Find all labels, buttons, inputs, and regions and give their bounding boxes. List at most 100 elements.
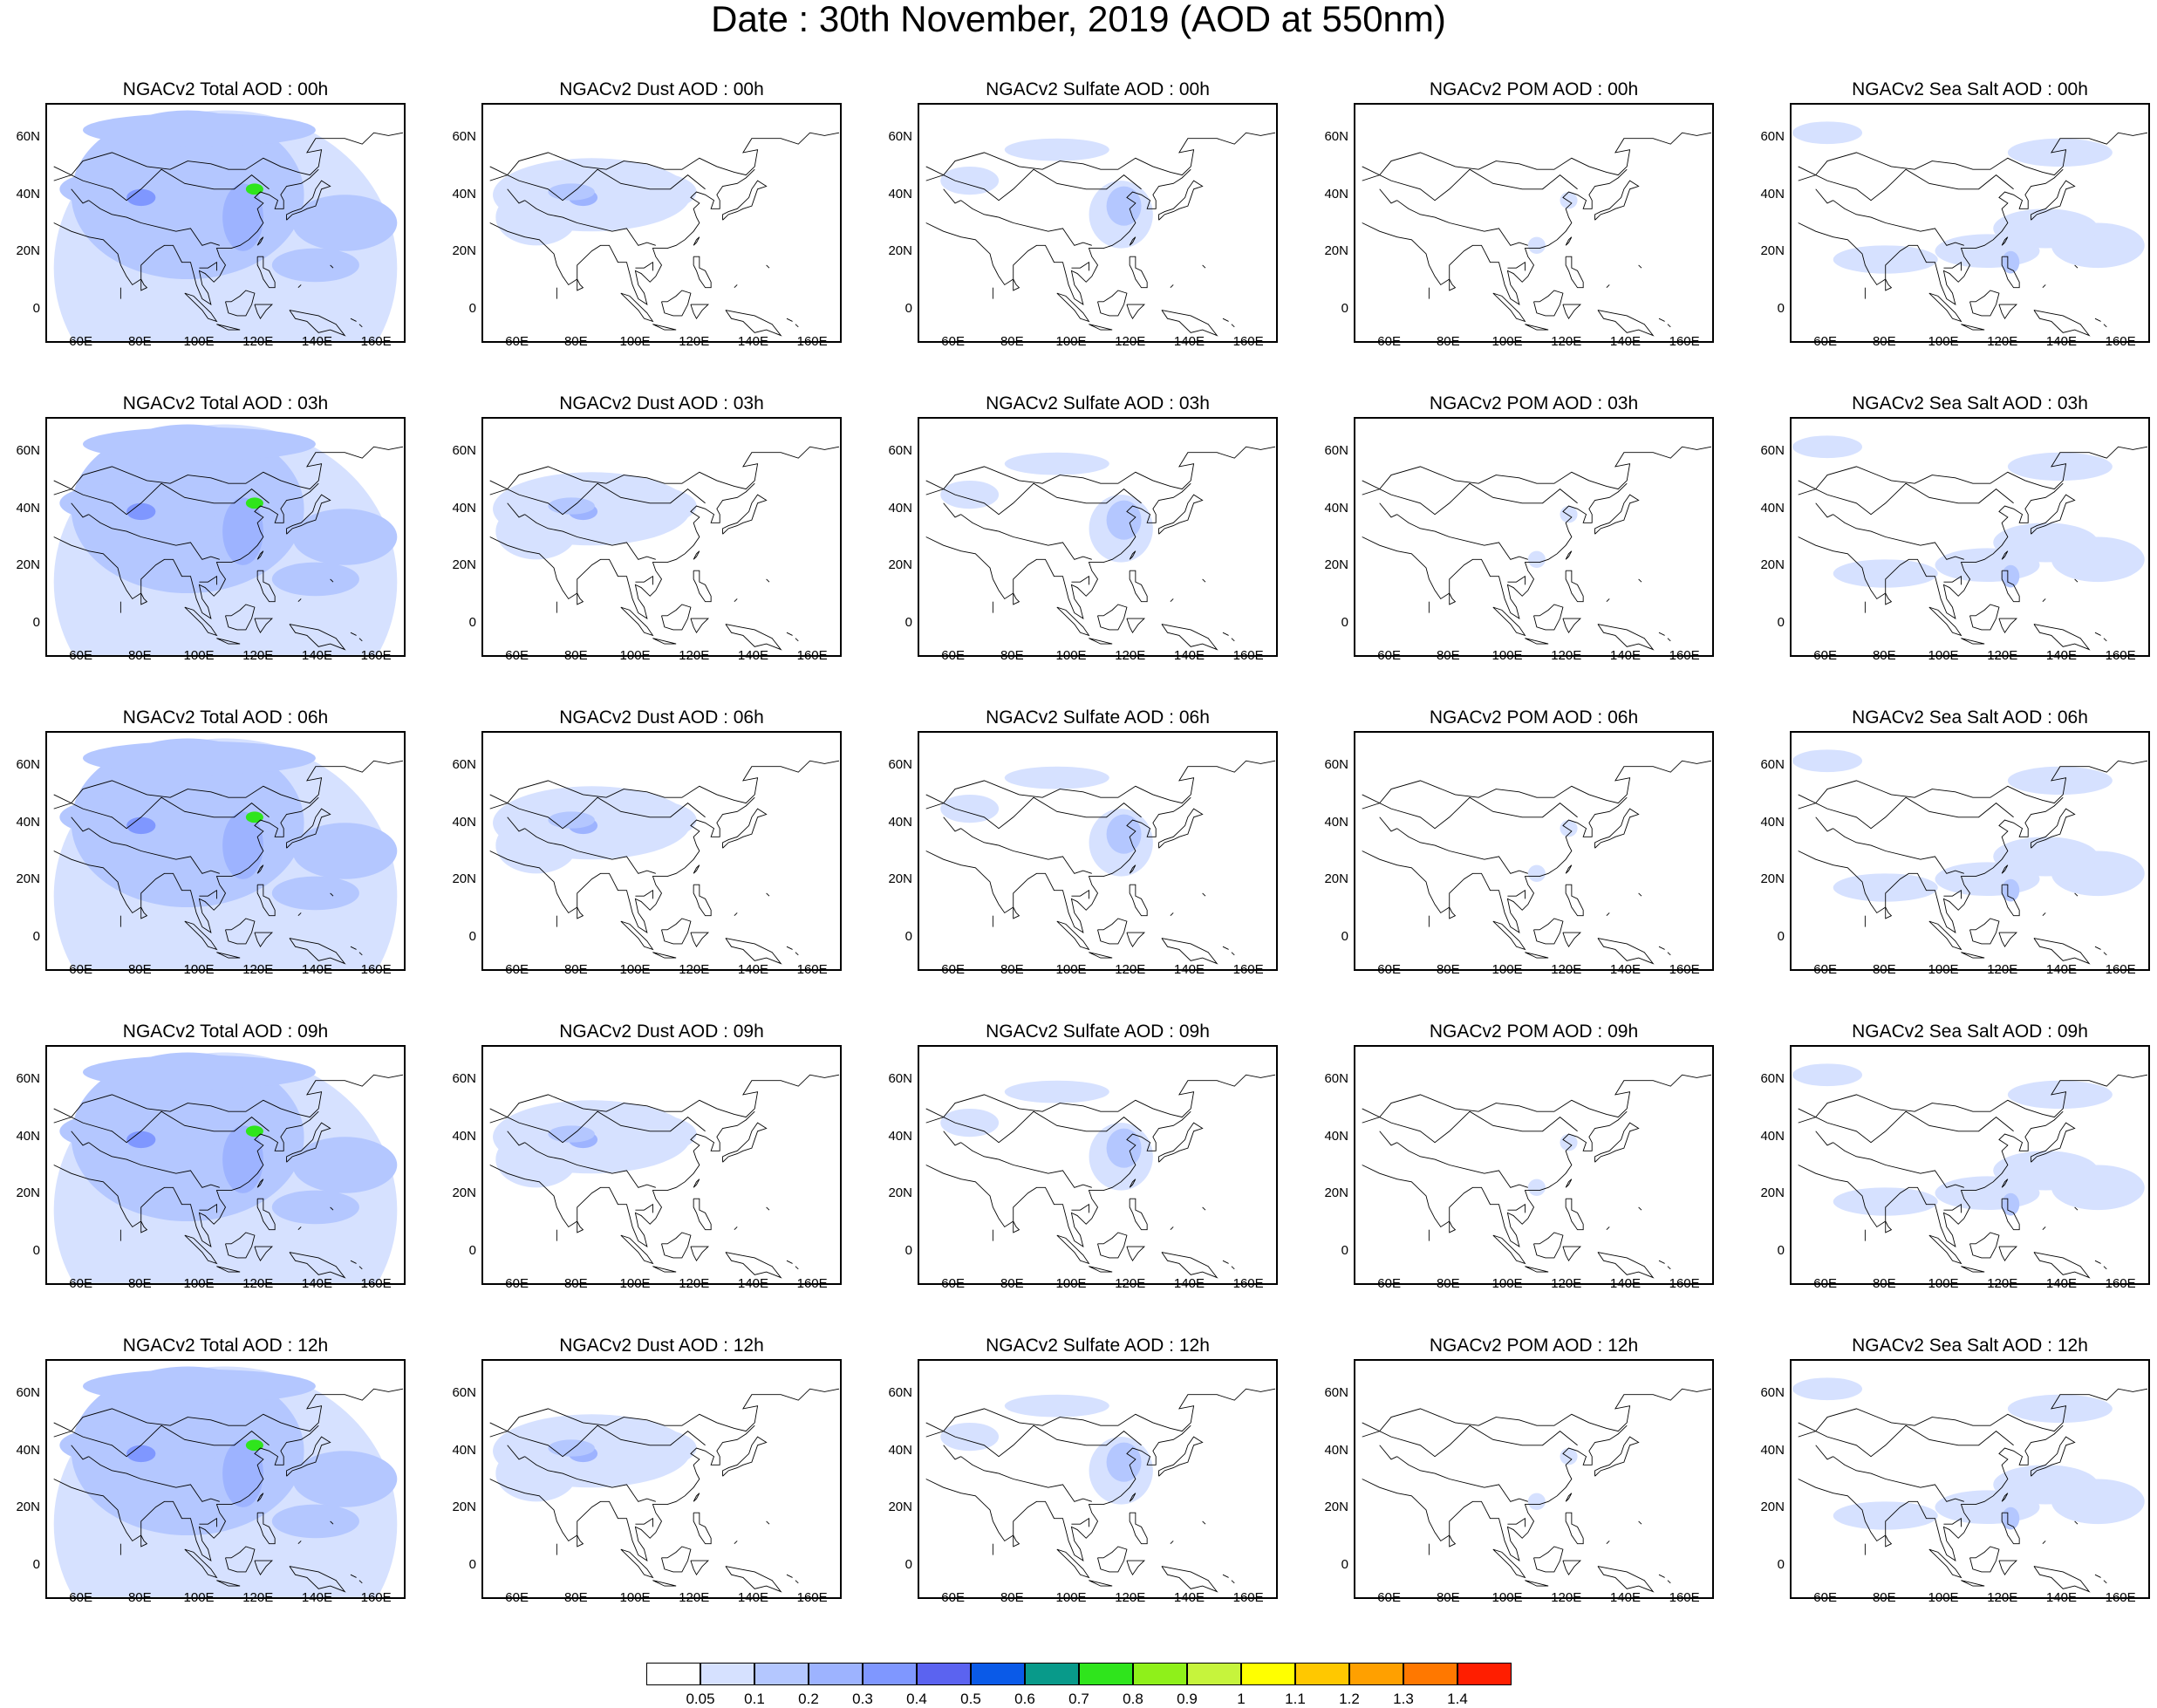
lat-tick-label: 20N	[452, 1500, 476, 1515]
lon-tick-label: 140E	[2045, 962, 2077, 977]
coastline	[53, 1108, 270, 1144]
coastline	[2001, 256, 2020, 289]
aod-contour	[83, 1369, 316, 1404]
aod-contour	[1527, 1179, 1546, 1196]
coastline	[943, 816, 961, 832]
coastline	[1097, 604, 1128, 631]
coastline	[1565, 884, 1584, 917]
coastline	[1158, 1436, 1204, 1477]
lon-tick-label: 160E	[360, 1276, 392, 1291]
coastline	[286, 808, 331, 849]
aod-contour	[1527, 236, 1546, 254]
lat-tick-label: 60N	[1760, 757, 1785, 773]
coastline	[1056, 920, 1090, 951]
coastline	[1362, 166, 1578, 202]
map-plot	[925, 446, 1276, 651]
coastline	[489, 1388, 840, 1438]
coastline	[1222, 946, 1229, 950]
coastline	[225, 918, 256, 945]
coastline	[2042, 1541, 2046, 1545]
lon-tick-label: 120E	[679, 334, 710, 349]
lon-tick-label: 160E	[360, 648, 392, 663]
coastline	[1597, 1566, 1655, 1593]
coastline	[256, 1179, 264, 1188]
lon-tick-label: 60E	[69, 1590, 92, 1605]
colorbar-swatch	[700, 1663, 754, 1685]
coastline	[795, 324, 799, 328]
coastline	[2001, 550, 2009, 560]
coastline	[693, 884, 712, 917]
coastline	[1667, 638, 1671, 642]
coastline	[289, 624, 346, 651]
lat-tick-label: 60N	[16, 757, 40, 773]
coastline	[1013, 278, 1020, 291]
colorbar-label: 0.6	[1014, 1691, 1035, 1707]
lat-tick-label: 0	[904, 1242, 912, 1258]
aod-contour	[603, 1114, 697, 1154]
coastline	[2031, 180, 2076, 221]
aod-contour	[271, 248, 359, 283]
coastline	[1129, 864, 1137, 874]
coastline	[524, 828, 656, 874]
lon-tick-label: 60E	[1813, 334, 1837, 349]
coastline	[53, 1422, 270, 1458]
coastline	[2033, 310, 2091, 337]
lon-tick-label: 60E	[505, 1276, 529, 1291]
coastline	[1379, 502, 1397, 518]
coastline	[256, 884, 276, 917]
map-panel: NGACv2 Total AOD : 06h 60N 40N 20N 0 60E 80E 10…	[0, 707, 410, 977]
lon-tick-label: 140E	[301, 962, 332, 977]
map-panel: NGACv2 Dust AOD : 12h 60N 40N 20N 0 60E 80E 100…	[436, 1335, 846, 1605]
aod-contour	[1004, 766, 1109, 789]
map-frame	[1790, 731, 2150, 971]
coastline	[925, 1422, 1142, 1458]
coastline	[2001, 864, 2009, 874]
coastline	[489, 760, 840, 810]
coastline	[507, 1445, 525, 1460]
coastline	[1815, 188, 1833, 204]
coastline	[925, 1074, 1276, 1124]
lon-tick-label: 80E	[127, 334, 152, 349]
lon-tick-label: 120E	[1987, 648, 2018, 663]
coastline	[661, 918, 692, 945]
colorbar-swatch	[809, 1663, 863, 1685]
aod-contour	[1106, 1442, 1142, 1482]
aod-contour	[222, 811, 263, 879]
lon-tick-label: 100E	[619, 1276, 651, 1291]
coastline	[1928, 292, 1962, 323]
coastline	[2033, 624, 2091, 651]
colorbar-label: 1.3	[1393, 1691, 1414, 1707]
lon-tick-label: 100E	[1491, 1590, 1523, 1605]
coastline	[786, 318, 793, 322]
coastline	[1161, 624, 1218, 651]
lon-tick-label: 60E	[505, 648, 529, 663]
lon-tick-label: 160E	[796, 648, 828, 663]
coastline	[1362, 1422, 1578, 1458]
lat-tick-label: 20N	[1760, 557, 1785, 573]
coastline	[1202, 578, 1206, 583]
lon-tick-label: 100E	[1055, 962, 1087, 977]
lon-tick-label: 100E	[1055, 648, 1087, 663]
coastline	[1379, 816, 1397, 832]
lon-tick-label: 160E	[1232, 334, 1264, 349]
lon-tick-label: 120E	[1551, 1590, 1582, 1605]
lon-tick-label: 100E	[619, 648, 651, 663]
coastline	[140, 906, 148, 919]
map-frame	[1354, 103, 1714, 343]
map-panel: NGACv2 POM AOD : 09h 60N 40N 20N 0 60E 80E 100E…	[1308, 1021, 1718, 1291]
coastline	[925, 794, 1142, 830]
coastline	[1126, 1246, 1146, 1262]
coastline	[1097, 1546, 1128, 1573]
aod-contour	[1106, 500, 1142, 540]
coastline	[286, 1436, 331, 1477]
lat-tick-label: 20N	[1760, 1500, 1785, 1515]
lon-tick-label: 60E	[69, 1276, 92, 1291]
lon-tick-label: 80E	[1872, 648, 1896, 663]
coastline	[620, 606, 654, 637]
coastline	[2001, 1179, 2009, 1188]
lat-tick-label: 60N	[16, 1385, 40, 1401]
coastline	[1885, 1220, 1893, 1233]
coastline	[140, 592, 148, 605]
lat-tick-label: 60N	[1760, 1385, 1785, 1401]
coastline	[1202, 892, 1206, 897]
